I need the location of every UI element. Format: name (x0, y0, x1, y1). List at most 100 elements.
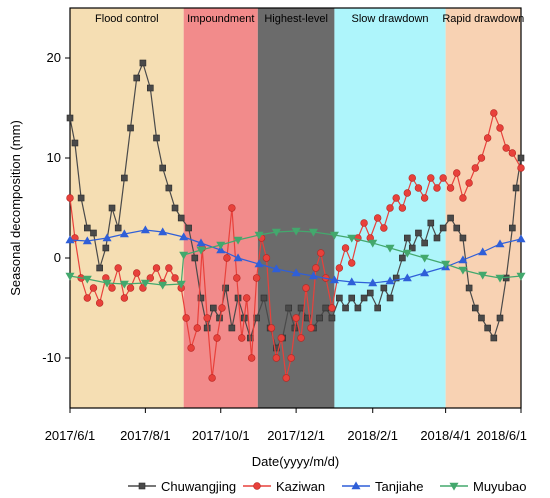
labels: Seasonal decomposition (mm) Date(yyyy/m/… (8, 120, 339, 469)
data-point (392, 274, 400, 282)
data-point (386, 294, 394, 302)
data-point (233, 274, 241, 282)
data-point (82, 275, 92, 284)
data-point (512, 184, 520, 192)
data-point (496, 314, 504, 322)
data-point (233, 253, 243, 262)
data-point (177, 214, 185, 222)
plot-frame (69, 7, 522, 409)
data-point (328, 304, 336, 312)
data-point (420, 254, 430, 263)
x-tick-label: 2017/6/1 (45, 428, 96, 443)
data-point (233, 236, 243, 245)
data-point (509, 224, 516, 232)
data-point (477, 154, 486, 162)
phase-label: Impoundment (187, 13, 254, 25)
data-point (403, 189, 412, 197)
legend-item: Tanjiahe (342, 479, 423, 494)
data-point (96, 264, 103, 272)
legend-marker (449, 482, 459, 491)
phase-label: Flood control (95, 13, 159, 25)
data-point (316, 314, 323, 322)
data-point (133, 269, 141, 277)
data-point (471, 304, 479, 312)
data-point (373, 214, 382, 222)
data-point (66, 114, 74, 122)
data-point (385, 244, 395, 253)
data-point (386, 204, 394, 212)
data-point (254, 231, 264, 240)
legend-marker (138, 482, 146, 490)
data-point (478, 314, 485, 322)
data-point (398, 204, 407, 212)
data-point (260, 294, 268, 302)
data-point (152, 264, 161, 272)
data-point (292, 314, 300, 322)
data-point (272, 354, 281, 362)
data-point (254, 259, 264, 268)
legend-item: Chuwangjing (128, 479, 236, 494)
data-point (222, 284, 229, 292)
data-point (262, 254, 271, 262)
data-point (159, 164, 166, 172)
data-point (119, 280, 129, 289)
data-point (140, 225, 150, 234)
data-point (66, 194, 74, 202)
data-point (282, 374, 290, 382)
phase-band (183, 8, 258, 408)
data-point (433, 234, 441, 242)
data-point (95, 299, 104, 307)
data-point (328, 314, 336, 322)
x-tick-label: 2018/2/1 (347, 428, 398, 443)
data-point (415, 229, 422, 237)
legend-item: Kaziwan (243, 479, 325, 494)
data-point (484, 324, 491, 332)
data-point (165, 184, 173, 192)
data-point (312, 264, 320, 272)
data-point (408, 174, 416, 182)
phase-label: Rapid drawdown (442, 13, 524, 25)
data-point (427, 219, 435, 227)
data-point (179, 251, 189, 260)
x-tick-label: 2018/6/1 (476, 428, 527, 443)
series-lines (65, 59, 526, 382)
series-chuwangjing (66, 59, 525, 352)
data-point (291, 227, 301, 236)
data-point (490, 334, 498, 342)
data-point (366, 289, 374, 297)
data-point (277, 334, 285, 342)
phase-label: Slow drawdown (352, 13, 429, 25)
data-point (139, 284, 147, 292)
data-point (147, 84, 154, 92)
data-point (453, 224, 461, 232)
data-point (348, 259, 356, 267)
data-point (495, 274, 505, 283)
data-point (102, 233, 112, 242)
data-point (297, 304, 305, 312)
data-point (133, 74, 141, 82)
data-point (197, 294, 205, 302)
data-point (459, 234, 467, 242)
phase-bands: Flood control Impoundment Highest-level Slo… (70, 8, 524, 408)
data-point (271, 228, 281, 237)
data-point (71, 139, 79, 147)
data-point (465, 179, 473, 187)
data-point (308, 271, 318, 280)
x-axis-title: Date(yyyy/m/d) (252, 454, 339, 469)
data-point (508, 149, 517, 157)
data-point (307, 324, 315, 332)
data-point (126, 284, 135, 292)
data-point (119, 229, 129, 238)
y-tick-label: 10 (47, 150, 61, 165)
y-tick-label: 0 (54, 250, 61, 265)
data-point (308, 228, 318, 237)
data-point (213, 334, 221, 342)
data-point (368, 278, 378, 287)
data-point (453, 169, 461, 177)
legend-marker (351, 481, 361, 490)
data-point (414, 184, 423, 192)
data-point (354, 304, 362, 312)
data-point (516, 272, 526, 281)
data-point (83, 294, 91, 302)
